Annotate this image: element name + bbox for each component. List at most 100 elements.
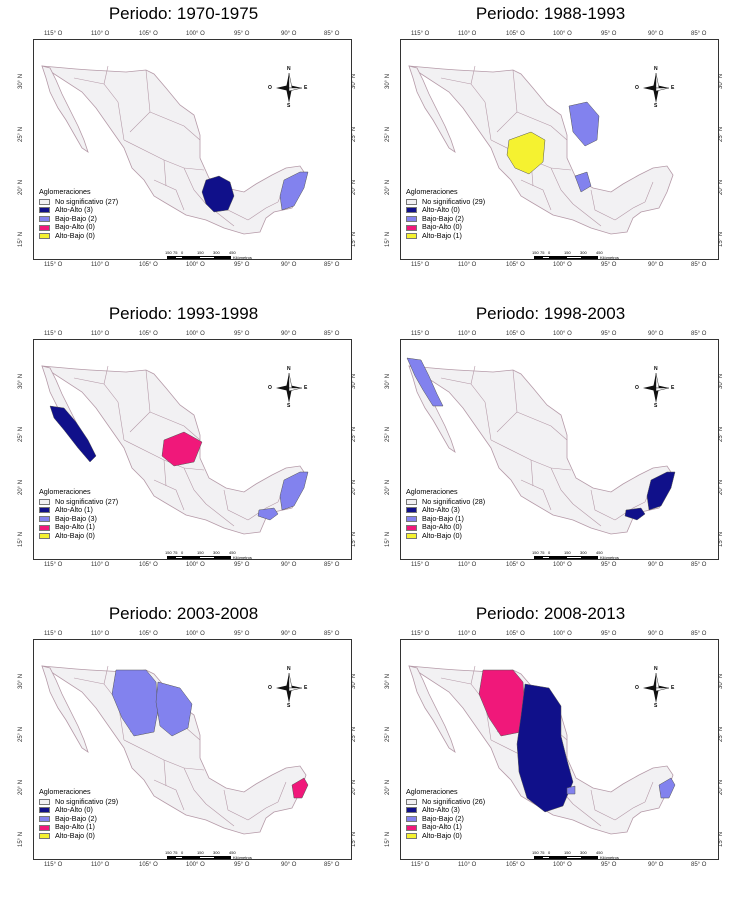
state-border: [183, 467, 207, 505]
legend-swatch: [39, 816, 50, 823]
legend-swatch: [39, 533, 50, 540]
legend-swatch: [406, 833, 417, 840]
legend-item: Alto-Alto (3): [39, 206, 118, 215]
scale-tick-label: 0: [548, 250, 551, 255]
scale-tick-label: 300: [213, 550, 220, 555]
state-border: [572, 503, 602, 527]
legend-label: Alto-Bajo (0): [422, 830, 462, 840]
state-border: [153, 179, 185, 211]
state-border: [149, 411, 201, 441]
compass-letter-o: O: [268, 85, 272, 91]
longitude-label: 105° O: [506, 331, 525, 337]
legend-swatch: [406, 507, 417, 514]
longitude-label: 95° O: [234, 862, 250, 868]
scale-segment: [534, 256, 542, 259]
longitude-label: 100° O: [553, 862, 572, 868]
state-border: [470, 65, 476, 85]
legend-swatch: [406, 533, 417, 540]
latitude-label: 15° N: [18, 831, 24, 847]
longitude-label: 105° O: [139, 631, 158, 637]
scale-segment: [582, 256, 598, 259]
longitude-label: 85° O: [691, 331, 707, 337]
highlighted-region-bcs: [49, 405, 97, 463]
scale-bar: 150 75 0 150 300 450 Kilómetros: [165, 850, 277, 864]
legend-label: Bajo-Bajo (2): [422, 813, 464, 823]
scale-tick-label: 150: [165, 850, 172, 855]
legend-item: No significativo (27): [39, 197, 118, 207]
latitude-label: 25° N: [18, 426, 24, 442]
legend-label: Bajo-Alto (0): [422, 222, 462, 232]
longitude-label: 90° O: [281, 31, 297, 37]
longitude-label: 110° O: [458, 562, 477, 568]
longitude-label: 95° O: [601, 631, 617, 637]
legend-item: Alto-Alto (3): [406, 506, 485, 515]
latitude-label: 30° N: [18, 73, 24, 89]
mexico-map: [408, 65, 674, 235]
scale-bar: 150 75 0 150 300 450 Kilómetros: [165, 250, 277, 264]
panel-title: Periodo: 1970-1975: [108, 4, 259, 23]
scale-tick-label: 75: [173, 550, 178, 555]
mexico-map: [406, 357, 676, 535]
scale-tick-label: 75: [540, 550, 545, 555]
legend-item: Bajo-Alto (1): [39, 523, 118, 532]
scale-segment: [167, 856, 175, 859]
highlighted-region-tabasco: [624, 507, 646, 521]
legend-swatch: [406, 498, 417, 505]
legend-swatch: [39, 798, 50, 805]
state-border: [530, 459, 534, 487]
latitude-label: 25° N: [385, 126, 391, 142]
state-border: [572, 803, 602, 827]
legend-label: No significativo (28): [422, 496, 486, 506]
longitude-label: 100° O: [186, 331, 205, 337]
scale-tick-label: 300: [580, 550, 587, 555]
scale-unit: Kilómetros: [233, 255, 252, 260]
state-border: [183, 767, 207, 805]
legend-swatch: [39, 207, 50, 214]
scale-segment: [566, 856, 582, 859]
scale-tick-label: 0: [181, 250, 184, 255]
longitude-label: 100° O: [553, 31, 572, 37]
scale-tick-label: 150: [165, 250, 172, 255]
baja-peninsula: [408, 665, 456, 753]
state-border: [123, 739, 205, 771]
legend-label: No significativo (27): [55, 496, 119, 506]
highlighted-region-sanluis: [574, 171, 592, 193]
legend-label: Bajo-Bajo (2): [422, 213, 464, 223]
state-border: [163, 459, 167, 487]
legend-swatch: [39, 507, 50, 514]
scale-tick-label: 450: [229, 250, 236, 255]
longitude-label: 100° O: [553, 262, 572, 268]
scale-tick-label: 450: [596, 550, 603, 555]
longitude-label: 100° O: [553, 331, 572, 337]
state-border: [205, 803, 235, 827]
north-arrow-icon: N S E O: [268, 666, 307, 709]
legend-label: Alto-Bajo (0): [55, 230, 95, 240]
scale-segment: [550, 556, 566, 559]
scale-segment: [542, 556, 550, 559]
scale-segment: [542, 856, 550, 859]
longitude-label: 90° O: [281, 262, 297, 268]
highlighted-region-yucatan: [279, 171, 309, 211]
scale-segment: [183, 256, 199, 259]
scale-segment: [175, 856, 183, 859]
scale-segment: [566, 256, 582, 259]
longitude-label: 115° O: [44, 862, 63, 868]
state-border: [247, 201, 279, 221]
longitude-label: 95° O: [601, 262, 617, 268]
longitude-label: 105° O: [506, 631, 525, 637]
legend-label: Alto-Bajo (1): [422, 230, 462, 240]
legend-item: Bajo-Bajo (2): [39, 814, 118, 824]
state-border: [103, 665, 109, 685]
longitude-label: 90° O: [648, 862, 664, 868]
highlighted-region-yucatan: [279, 471, 309, 511]
longitude-label: 85° O: [691, 31, 707, 37]
longitude-label: 115° O: [44, 262, 63, 268]
legend-label: Alto-Alto (3): [422, 505, 460, 515]
longitude-label: 115° O: [44, 31, 63, 37]
latitude-label: 30° N: [385, 673, 391, 689]
legend-item: Alto-Alto (0): [406, 206, 485, 215]
scale-tick-label: 150: [197, 850, 204, 855]
legend-item: Bajo-Alto (0): [39, 223, 118, 232]
scale-tick-label: 0: [181, 850, 184, 855]
longitude-label: 115° O: [411, 31, 430, 37]
